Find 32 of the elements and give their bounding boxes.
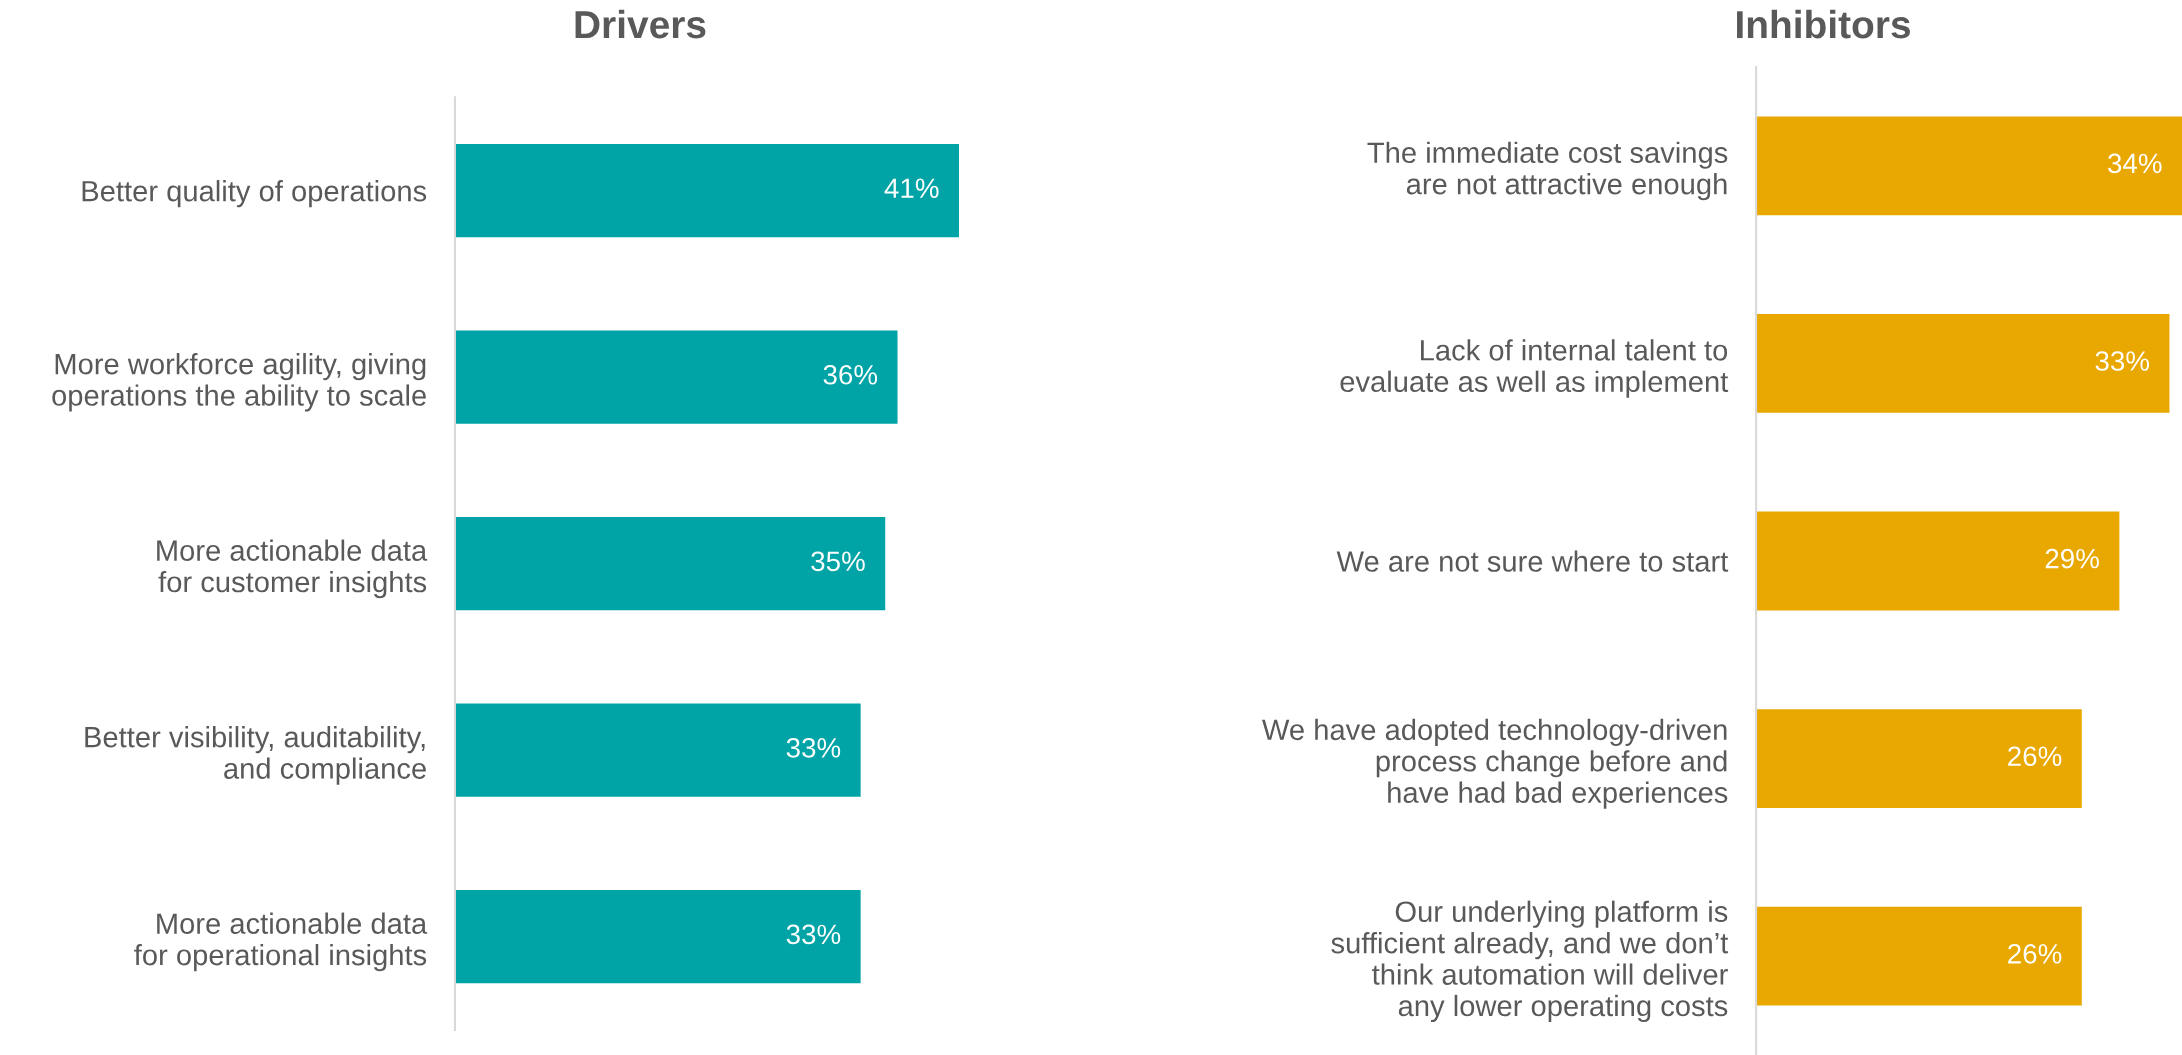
bar	[1756, 116, 2182, 216]
bar	[454, 144, 959, 238]
bar	[1756, 709, 2082, 808]
bar	[454, 517, 886, 611]
bar	[454, 890, 861, 984]
data-label: 26%	[2008, 746, 2062, 767]
data-label: 34%	[2108, 153, 2162, 174]
data-label: 26%	[2008, 943, 2062, 964]
bar	[1756, 511, 2120, 611]
y-tick-label: Better visibility, auditability, and compliance	[85, 726, 426, 785]
y-tick-label: We are not sure where to start	[1336, 550, 1729, 572]
y-tick-label: Better quality of operations	[82, 180, 427, 208]
data-label: 33%	[2095, 351, 2150, 371]
y-tick-label: Lack of internal talent to evaluate as well as implement	[1340, 339, 1729, 398]
bar	[454, 330, 898, 424]
y-tick-label: The immediate cost savings are not attractive enough	[1367, 141, 1728, 201]
data-label: 33%	[786, 924, 841, 945]
bar	[1756, 906, 2082, 1006]
data-label: 33%	[786, 738, 841, 758]
data-label: 41%	[884, 178, 939, 198]
data-label: 36%	[823, 364, 878, 385]
y-tick-label: More workforce agility, giving operations the ability to scale	[52, 353, 426, 412]
data-label: 35%	[811, 551, 865, 572]
bar	[454, 703, 861, 797]
chart-title: Drivers	[575, 9, 706, 39]
y-tick-label: More actionable data for customer insights	[157, 539, 428, 599]
bar	[1756, 313, 2170, 413]
y-tick-label: We have adopted technology-driven process change before and have had bad experiences	[1262, 718, 1728, 809]
y-tick-label: More actionable data for operational insights	[134, 912, 428, 972]
data-label: 29%	[2045, 548, 2099, 569]
y-tick-label: Our underlying platform is sufficient already, and we don’t think automation will deliver any lower operating costs	[1331, 900, 1729, 1023]
chart-title: Inhibitors	[1737, 9, 1910, 39]
